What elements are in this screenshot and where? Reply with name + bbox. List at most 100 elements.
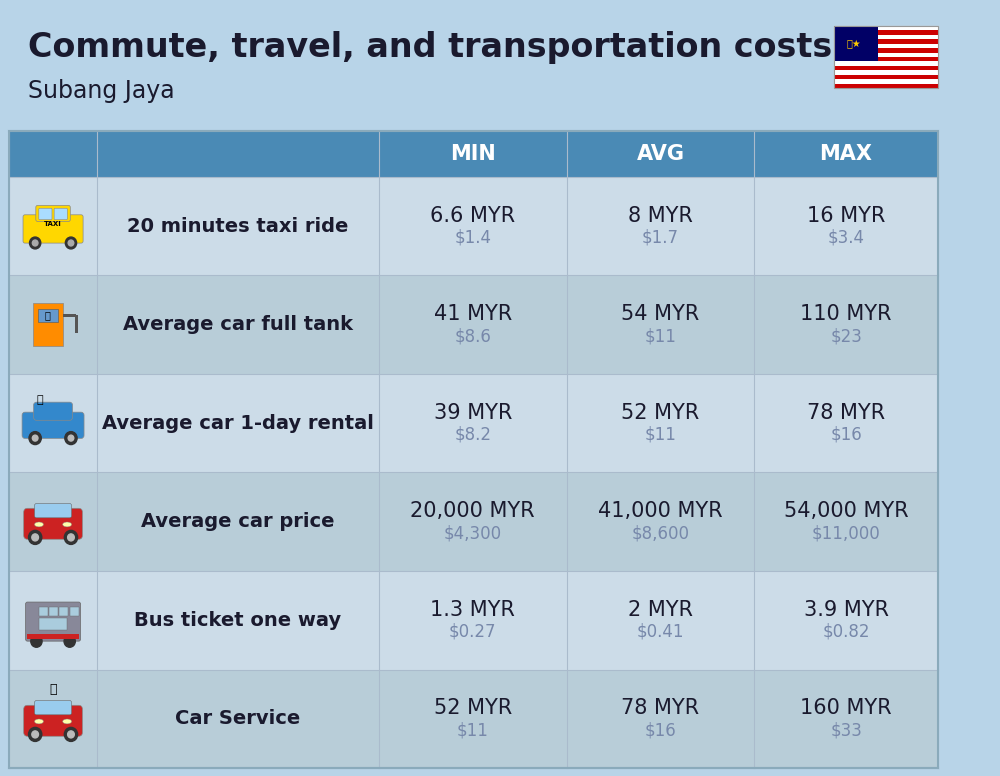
Text: 6.6 MYR: 6.6 MYR	[430, 206, 515, 226]
Bar	[70, 607, 79, 616]
Text: Commute, travel, and transportation costs: Commute, travel, and transportation cost…	[28, 31, 833, 64]
Circle shape	[64, 530, 78, 545]
Text: 1.3 MYR: 1.3 MYR	[430, 600, 515, 620]
Circle shape	[65, 237, 77, 249]
Circle shape	[32, 240, 38, 246]
Bar	[38, 309, 58, 322]
Circle shape	[68, 240, 74, 246]
Bar	[39, 618, 67, 629]
Ellipse shape	[63, 522, 72, 527]
FancyBboxPatch shape	[39, 208, 52, 220]
Circle shape	[64, 636, 75, 647]
FancyBboxPatch shape	[34, 402, 73, 421]
Text: Subang Jaya: Subang Jaya	[28, 79, 175, 103]
Circle shape	[65, 431, 77, 445]
Circle shape	[68, 731, 74, 738]
Bar	[59, 607, 68, 616]
Text: 54 MYR: 54 MYR	[621, 304, 700, 324]
Text: $0.41: $0.41	[637, 623, 684, 641]
Bar	[49, 607, 58, 616]
FancyBboxPatch shape	[23, 215, 83, 243]
FancyBboxPatch shape	[22, 412, 84, 438]
Text: $33: $33	[830, 721, 862, 740]
Bar	[834, 74, 938, 79]
Text: 20,000 MYR: 20,000 MYR	[410, 501, 535, 521]
Bar	[9, 670, 938, 768]
Circle shape	[32, 731, 38, 738]
Circle shape	[32, 435, 38, 441]
Text: $16: $16	[830, 426, 862, 444]
Text: 🔑: 🔑	[37, 395, 44, 405]
Bar	[834, 79, 938, 84]
Text: $16: $16	[645, 721, 676, 740]
Text: $4,300: $4,300	[444, 525, 502, 542]
Bar	[834, 71, 938, 74]
FancyBboxPatch shape	[24, 508, 82, 539]
FancyBboxPatch shape	[24, 705, 82, 736]
Circle shape	[68, 534, 74, 541]
Circle shape	[29, 727, 42, 741]
Text: $11: $11	[644, 426, 676, 444]
Text: $8,600: $8,600	[631, 525, 689, 542]
Circle shape	[68, 435, 74, 441]
Bar	[834, 57, 938, 61]
Ellipse shape	[63, 719, 72, 724]
FancyBboxPatch shape	[54, 208, 67, 220]
Bar	[63, 314, 76, 317]
Text: 20 minutes taxi ride: 20 minutes taxi ride	[127, 217, 349, 236]
Bar	[9, 473, 938, 571]
Bar	[834, 26, 938, 88]
Text: $8.6: $8.6	[454, 327, 491, 345]
Text: 52 MYR: 52 MYR	[621, 403, 700, 423]
Ellipse shape	[35, 522, 43, 527]
Bar	[834, 48, 938, 53]
Bar	[9, 571, 938, 670]
Bar	[834, 53, 938, 57]
Text: $11: $11	[644, 327, 676, 345]
Text: Average car full tank: Average car full tank	[123, 315, 353, 334]
Text: $0.27: $0.27	[449, 623, 497, 641]
FancyBboxPatch shape	[36, 206, 70, 221]
Text: $0.82: $0.82	[822, 623, 870, 641]
Circle shape	[30, 237, 41, 249]
Text: 🔧: 🔧	[49, 683, 57, 695]
Text: 2 MYR: 2 MYR	[628, 600, 693, 620]
Bar	[834, 66, 938, 71]
Text: $8.2: $8.2	[454, 426, 491, 444]
Bar	[834, 26, 878, 61]
Bar	[834, 26, 938, 30]
Bar	[9, 374, 938, 473]
Text: Car Service: Car Service	[175, 709, 300, 728]
Text: MIN: MIN	[450, 144, 496, 164]
Text: Average car 1-day rental: Average car 1-day rental	[102, 414, 374, 433]
FancyBboxPatch shape	[35, 504, 72, 518]
Bar	[834, 43, 938, 48]
Ellipse shape	[35, 719, 43, 724]
Bar	[33, 303, 63, 346]
FancyBboxPatch shape	[35, 701, 72, 715]
Text: MAX: MAX	[820, 144, 873, 164]
Text: $3.4: $3.4	[828, 229, 865, 247]
Circle shape	[31, 636, 42, 647]
Bar	[27, 634, 79, 639]
Text: 41,000 MYR: 41,000 MYR	[598, 501, 723, 521]
Bar	[9, 131, 938, 177]
Text: $11,000: $11,000	[812, 525, 880, 542]
Bar	[834, 40, 938, 43]
Text: 🌙★: 🌙★	[846, 39, 861, 49]
Text: 3.9 MYR: 3.9 MYR	[804, 600, 889, 620]
Bar	[9, 177, 938, 275]
Text: 💧: 💧	[45, 310, 51, 320]
Bar	[9, 275, 938, 374]
Circle shape	[32, 534, 38, 541]
Text: 110 MYR: 110 MYR	[800, 304, 892, 324]
Bar	[75, 315, 78, 333]
Circle shape	[29, 530, 42, 545]
Bar	[834, 84, 938, 88]
Text: 52 MYR: 52 MYR	[434, 698, 512, 719]
Text: $1.7: $1.7	[642, 229, 679, 247]
Text: TAXI: TAXI	[44, 221, 62, 227]
Bar	[834, 30, 938, 35]
Text: AVG: AVG	[636, 144, 684, 164]
Bar	[9, 131, 938, 768]
